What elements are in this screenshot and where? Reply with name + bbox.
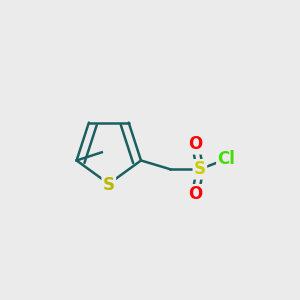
- Text: S: S: [103, 176, 115, 194]
- Text: O: O: [188, 135, 203, 153]
- Text: Cl: Cl: [218, 150, 235, 168]
- Text: S: S: [194, 160, 206, 178]
- Text: O: O: [188, 185, 203, 203]
